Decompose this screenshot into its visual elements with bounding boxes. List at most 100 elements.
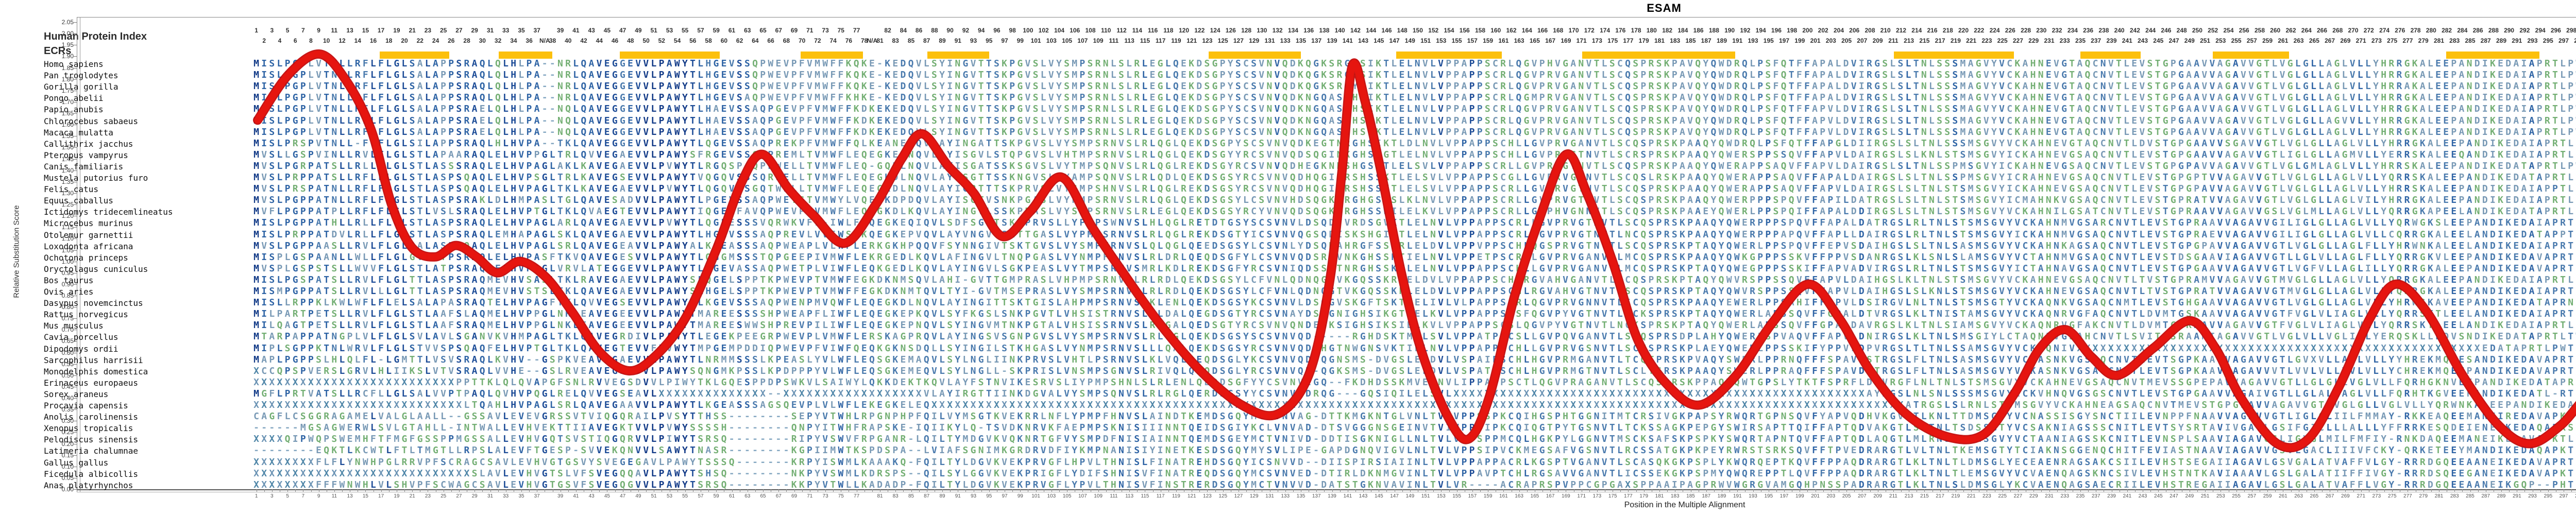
species-name[interactable]: Canis familiaris [44, 161, 124, 171]
species-name[interactable]: Anolis carolinensis [44, 412, 139, 422]
species-name[interactable]: Equus caballus [44, 196, 113, 206]
x-tick-mark [2345, 489, 2346, 492]
species-name[interactable]: Mus musculus [44, 321, 104, 331]
x-tick-label: 47 [620, 493, 626, 499]
ecr-region-bar[interactable] [499, 52, 552, 59]
x-tick-label: 287 [2481, 493, 2490, 499]
species-name[interactable]: Erinaceus europaeus [44, 377, 139, 388]
x-tick-mark [732, 489, 733, 492]
species-name[interactable]: Otolemur garnettii [44, 230, 133, 240]
species-name[interactable]: Felis catus [44, 184, 98, 195]
species-name[interactable]: Loxodonta africana [44, 241, 133, 251]
x-tick-label: 259 [2263, 493, 2272, 499]
x-tick-mark [2049, 489, 2050, 492]
species-name[interactable]: Latimeria chalumnae [44, 446, 139, 456]
x-tick-mark [287, 489, 289, 492]
column-number: 207 [1857, 37, 1868, 44]
y-tick-label: 1.20 [61, 212, 74, 220]
x-tick-mark [1082, 489, 1083, 492]
species-name[interactable]: Pteropus vampyrus [44, 150, 128, 160]
x-tick-mark [1020, 489, 1021, 492]
y-tick-label: 1.40 [61, 166, 74, 174]
species-name[interactable]: Ovis aries [44, 287, 94, 297]
column-number: 39 [556, 27, 564, 34]
y-tick-mark [74, 432, 77, 433]
ecr-region-bar[interactable] [1582, 52, 1735, 59]
page-title: ESAM [1647, 2, 1682, 14]
species-name[interactable]: Callithrix jacchus [44, 139, 133, 149]
ecr-region-bar[interactable] [380, 52, 449, 59]
y-tick-label: 0.70 [61, 326, 74, 334]
x-tick-label: 189 [1717, 493, 1726, 499]
column-number: 87 [923, 37, 930, 44]
ecr-region-bar[interactable] [801, 52, 863, 59]
ecr-region-bar[interactable] [1396, 52, 1502, 59]
ecr-region-bar[interactable] [2080, 52, 2141, 59]
x-tick-mark [903, 489, 904, 492]
species-name[interactable]: Ictidomys tridecemlineatus [44, 207, 173, 217]
species-name[interactable]: Oryctolagus cuniculus [44, 264, 148, 274]
x-tick-label: 299 [2571, 493, 2576, 499]
species-name[interactable]: Microcebus murinus [44, 218, 133, 229]
species-name[interactable]: Rattus norvegicus [44, 310, 128, 320]
x-tick-mark [1831, 489, 1832, 492]
column-number: 46 [611, 37, 619, 44]
x-tick-mark [763, 489, 764, 492]
species-name[interactable]: Chlorocebus sabaeus [44, 116, 139, 126]
column-number: 14 [354, 37, 361, 44]
y-tick-mark [74, 147, 77, 148]
species-name[interactable]: Dipodomys ordii [44, 344, 118, 354]
x-tick-label: 221 [1967, 493, 1976, 499]
ecr-region-bar[interactable] [1894, 52, 2014, 59]
species-name[interactable]: Pan troglodytes [44, 71, 118, 81]
column-number: 230 [2036, 27, 2047, 34]
column-number: 221 [1966, 37, 1977, 44]
ecr-region-bar[interactable] [620, 52, 720, 59]
species-name[interactable]: Gallus gallus [44, 457, 109, 468]
species-name[interactable]: Monodelphis domestica [44, 366, 148, 376]
ecr-region-bar[interactable] [927, 52, 989, 59]
x-tick-label: 129 [1249, 493, 1259, 499]
column-number: 178 [1631, 27, 1641, 34]
column-number: 249 [2184, 37, 2195, 44]
species-name[interactable]: Gorilla gorilla [44, 82, 118, 92]
species-name[interactable]: Anas platyrhynchos [44, 480, 133, 490]
column-number: 251 [2200, 37, 2211, 44]
species-name[interactable]: Dasypus novemcinctus [44, 298, 143, 308]
x-tick-mark [716, 489, 717, 492]
species-name[interactable]: Pongo abelii [44, 93, 104, 104]
species-name[interactable]: Sarcophilus harrisii [44, 355, 143, 365]
ecr-region-bar[interactable] [1209, 52, 1301, 59]
species-name[interactable]: Mustela putorius furo [44, 173, 148, 183]
ecr-region-bar[interactable] [2213, 52, 2289, 59]
species-name[interactable]: Cavia porcellus [44, 332, 118, 342]
x-tick-label: 17 [378, 493, 384, 499]
x-tick-mark [591, 489, 592, 492]
x-tick-mark [2524, 489, 2526, 492]
species-name[interactable]: Ochotona princeps [44, 252, 128, 263]
column-number: 217 [1935, 37, 1945, 44]
column-number: 160 [1490, 27, 1501, 34]
x-tick-label: 77 [854, 493, 860, 499]
x-tick-mark [2314, 489, 2315, 492]
column-number: 173 [1591, 37, 1602, 44]
x-tick-label: 147 [1390, 493, 1399, 499]
species-name[interactable]: Pelodiscus sinensis [44, 435, 139, 445]
species-name[interactable]: Papio anubis [44, 105, 104, 115]
species-name[interactable]: Bos taurus [44, 275, 94, 285]
column-number: 142 [1350, 27, 1361, 34]
column-number: 174 [1600, 27, 1611, 34]
species-name[interactable]: Procavia capensis [44, 401, 128, 410]
ecr-region-bar[interactable] [2446, 52, 2539, 59]
species-name[interactable]: Homo sapiens [44, 59, 104, 69]
x-tick-mark [2392, 489, 2393, 492]
species-name[interactable]: Xenopus tropicalis [44, 423, 133, 434]
y-tick-label: 1.60 [61, 121, 74, 129]
x-tick-label: 61 [728, 493, 735, 499]
x-tick-label: 209 [1873, 493, 1882, 499]
species-name[interactable]: Sorex araneus [44, 389, 109, 399]
species-name[interactable]: Macaca mulatta [44, 127, 113, 138]
species-name[interactable]: Ficedula albicollis [44, 469, 139, 479]
